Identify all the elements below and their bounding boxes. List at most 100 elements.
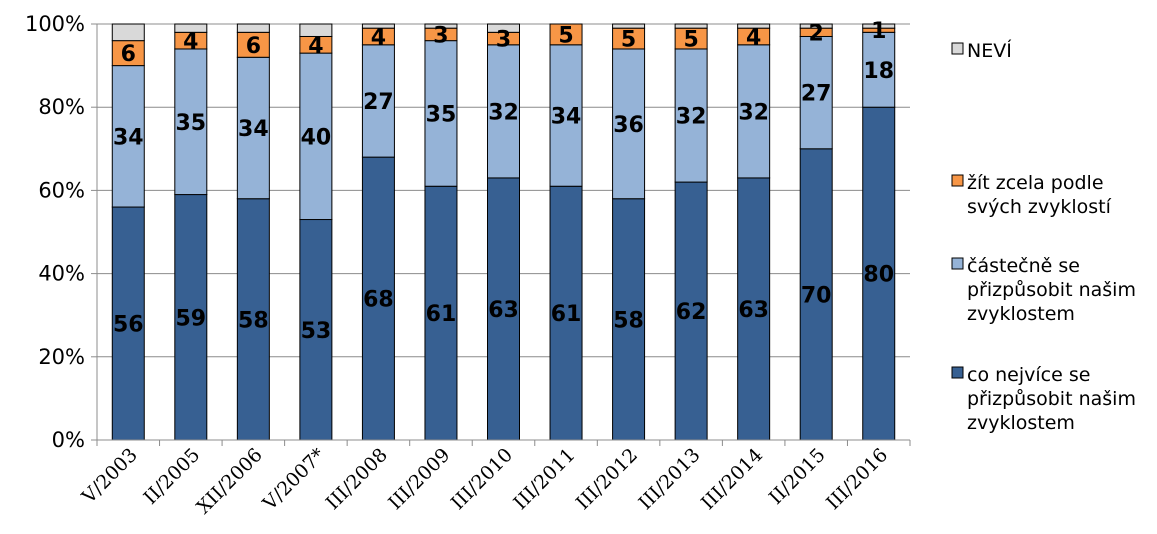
bar-segment bbox=[111, 206, 145, 441]
data-label: 80 bbox=[863, 263, 894, 288]
data-label: 36 bbox=[613, 113, 644, 138]
bar-segment bbox=[236, 56, 270, 200]
data-label: 5 bbox=[621, 28, 636, 53]
bar-segment bbox=[174, 23, 208, 33]
axes: 0% 20% 40% 60% 80% 100% V/2003II/2005XII/2006V… bbox=[25, 12, 911, 518]
x-tick-label: III/2013 bbox=[634, 444, 704, 514]
legend: NEVÍ žít zcela podle svých zvyklostí částeč… bbox=[951, 39, 1136, 434]
x-tick-label: III/2016 bbox=[822, 444, 892, 514]
y-tick-label: 80% bbox=[38, 95, 85, 119]
x-tick-label: V/2007* bbox=[258, 444, 330, 516]
data-label: 62 bbox=[676, 300, 707, 325]
data-label: 6 bbox=[246, 34, 261, 59]
y-tick-label: 60% bbox=[38, 178, 85, 202]
data-label: 63 bbox=[738, 298, 769, 323]
data-label: 61 bbox=[551, 302, 582, 327]
legend-label: částečně se přizpůsobit našim zvyklostem bbox=[967, 255, 1136, 325]
bar-segment bbox=[299, 52, 333, 221]
bar-segment bbox=[361, 156, 395, 441]
data-label: 32 bbox=[676, 105, 707, 130]
data-label: 68 bbox=[363, 288, 394, 313]
y-tick-label: 20% bbox=[38, 345, 85, 369]
bar-segment bbox=[299, 23, 333, 37]
data-label: 56 bbox=[113, 313, 144, 338]
legend-swatch bbox=[951, 366, 964, 379]
bar-segment bbox=[236, 198, 270, 441]
data-label: 32 bbox=[738, 100, 769, 125]
x-tick-label: III/2014 bbox=[697, 444, 767, 514]
data-label: 70 bbox=[801, 283, 832, 308]
bar-segment bbox=[549, 44, 583, 187]
data-label: 34 bbox=[113, 125, 144, 150]
legend-label: žít zcela podle svých zvyklostí bbox=[967, 172, 1112, 218]
bar-segment bbox=[862, 106, 896, 441]
data-label: 3 bbox=[433, 23, 448, 48]
bar-segment bbox=[737, 23, 771, 29]
legend-label: NEVÍ bbox=[967, 39, 1012, 62]
data-label: 4 bbox=[183, 30, 198, 55]
bar-segment bbox=[487, 177, 520, 441]
data-label: 32 bbox=[488, 100, 519, 125]
x-tick-label: II/2015 bbox=[765, 444, 830, 509]
bar-segment bbox=[487, 44, 520, 179]
x-tick-label: II/2005 bbox=[139, 444, 204, 509]
data-label: 4 bbox=[371, 25, 386, 50]
data-label: 58 bbox=[238, 308, 269, 333]
data-label: 4 bbox=[746, 25, 761, 50]
x-tick-label: III/2008 bbox=[322, 444, 392, 514]
legend-swatch bbox=[951, 257, 964, 270]
bar-segment bbox=[487, 23, 520, 33]
bar-segment bbox=[236, 31, 270, 58]
data-label: 53 bbox=[301, 319, 332, 344]
bar-segment bbox=[612, 48, 646, 200]
bar-segment bbox=[674, 48, 708, 183]
bar-segment bbox=[111, 23, 145, 42]
bar-segment bbox=[424, 185, 458, 441]
data-label: 5 bbox=[558, 23, 573, 48]
data-label: 27 bbox=[363, 90, 394, 115]
x-tick-label: XII/2006 bbox=[192, 444, 266, 518]
bar-segment bbox=[674, 23, 708, 29]
data-label: 61 bbox=[426, 302, 457, 327]
data-label: 34 bbox=[551, 105, 582, 130]
value-labels: 5634659354583465340468274613536332361345… bbox=[113, 19, 894, 344]
y-tick-label: 0% bbox=[52, 428, 85, 452]
bar-segment bbox=[236, 23, 270, 33]
bar-segment bbox=[862, 23, 896, 29]
data-label: 2 bbox=[809, 21, 824, 46]
data-label: 5 bbox=[683, 28, 698, 53]
bar-segment bbox=[799, 35, 833, 150]
x-tick-label: III/2011 bbox=[509, 444, 579, 514]
data-label: 40 bbox=[301, 125, 332, 150]
legend-label: co nejvíce se přizpůsobit našim zvyklostem bbox=[967, 364, 1136, 434]
x-tick-label: III/2012 bbox=[572, 444, 642, 514]
y-tick-label: 40% bbox=[38, 262, 85, 286]
data-label: 27 bbox=[801, 82, 832, 107]
data-label: 4 bbox=[308, 34, 323, 59]
x-tick-label: V/2003 bbox=[77, 444, 142, 509]
bar-segment bbox=[737, 177, 771, 441]
bar-segment bbox=[424, 40, 458, 187]
bar-segment bbox=[674, 181, 708, 441]
bar-segment bbox=[612, 23, 646, 29]
data-label: 58 bbox=[613, 308, 644, 333]
data-label: 1 bbox=[871, 19, 886, 44]
data-label: 6 bbox=[121, 42, 136, 67]
bar-segment bbox=[799, 23, 833, 29]
data-label: 35 bbox=[175, 111, 206, 136]
bar-segment bbox=[111, 65, 145, 208]
bar-segment bbox=[299, 219, 333, 441]
data-label: 35 bbox=[426, 102, 457, 127]
bars bbox=[111, 23, 896, 441]
data-label: 59 bbox=[175, 306, 206, 331]
bar-segment bbox=[424, 23, 458, 29]
x-tick-label: III/2010 bbox=[447, 444, 517, 514]
bar-segment bbox=[737, 44, 771, 179]
bar-segment bbox=[361, 23, 395, 29]
bar-segment bbox=[361, 44, 395, 158]
legend-swatch bbox=[951, 174, 964, 187]
x-tick-label: III/2009 bbox=[384, 444, 454, 514]
y-tick-label: 100% bbox=[25, 12, 85, 36]
data-label: 34 bbox=[238, 117, 269, 142]
data-label: 63 bbox=[488, 298, 519, 323]
